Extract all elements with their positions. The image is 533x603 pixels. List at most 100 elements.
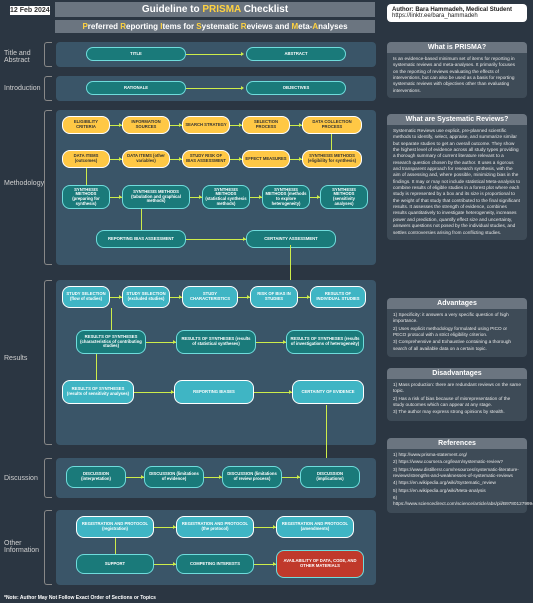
node-competing: COMPETING INTERESTS	[176, 554, 254, 574]
r-c2	[254, 392, 292, 393]
r-c1	[134, 392, 174, 393]
node-syn-prep: SYNTHESIS METHODS (preparing for synthes…	[62, 185, 110, 209]
node-data-items-oth: DATA ITEMS (other variables)	[122, 150, 170, 168]
node-title: TITLE	[86, 47, 186, 61]
header-title-pre: Guideline to	[142, 4, 203, 15]
r-b1h	[173, 340, 176, 344]
m-v2	[86, 168, 87, 185]
node-reg-proto: REGISTRATION AND PROTOCOL (the protocol)	[176, 516, 254, 538]
node-data-coll: DATA COLLECTION PROCESS	[302, 116, 362, 134]
node-avail: AVAILABILITY OF DATA, CODE, AND OTHER MA…	[276, 550, 364, 578]
ref-3: 3) https://www.distillersr.com/resources…	[393, 467, 521, 480]
side-adv-title: Advantages	[387, 298, 527, 309]
brace-intro	[44, 76, 52, 101]
author-link: https://linktr.ee/bara_hammadeh	[392, 13, 522, 19]
m-b4h	[299, 157, 302, 161]
sub-9: eviews and	[247, 22, 292, 31]
node-syn-sens: SYNTHESIS METHODS (sensitivity analyses)	[320, 185, 368, 209]
node-disc-lim-ev: DISCUSSION (limitations of evidence)	[144, 466, 204, 488]
brace-results	[44, 280, 52, 445]
m-v1	[331, 134, 332, 150]
panel-other: REGISTRATION AND PROTOCOL (registration)…	[56, 510, 376, 585]
header-title-post: Checklist	[241, 4, 288, 15]
node-abstract: ABSTRACT	[246, 47, 346, 61]
m-v3	[141, 209, 142, 230]
dis-3: 3) The author may express strong opinion…	[393, 409, 521, 415]
r-c2h	[289, 390, 292, 394]
m-b1h	[119, 157, 122, 161]
ref-6: 6) https://www.sciencedirect.com/science…	[393, 495, 521, 508]
arrow-1-head	[241, 52, 244, 56]
m-c1h	[119, 195, 122, 199]
header-title-bar: Guideline to PRISMA Checklist	[55, 2, 375, 17]
node-syn-het: SYNTHESIS METHODS (methods to explore he…	[262, 185, 310, 209]
o-b2h	[273, 562, 276, 566]
header-subtitle: Preferred Reporting Items for Systematic…	[55, 20, 375, 33]
adv-2: 2) Uses explicit methodology formulated …	[393, 326, 521, 339]
side-prisma-body: Is an evidence-based minimum set of item…	[393, 56, 521, 94]
side-adv-body: 1) Specificity: it answers a very specif…	[393, 312, 521, 352]
panel-method: ELIGIBILITY CRITERIA INFORMATION SOURCES…	[56, 110, 376, 265]
side-dis: Disadvantages 1) Mass production: there …	[387, 368, 527, 421]
o-b1h	[173, 562, 176, 566]
m-c4h	[317, 195, 320, 199]
header-title: Guideline to PRISMA Checklist	[142, 4, 288, 15]
dis-1: 1) Mass production: there are redundant …	[393, 382, 521, 395]
o-a2h	[273, 525, 276, 529]
node-res-syn-sens: RESULTS OF SYNTHESES (results of sensiti…	[62, 380, 134, 404]
adv-3: 3) Comprehensive and Exhaustive containi…	[393, 339, 521, 352]
m-c3h	[259, 195, 262, 199]
conn-results-disc	[326, 405, 327, 458]
node-disc-interp: DISCUSSION (interpretation)	[66, 466, 126, 488]
node-study-char: STUDY CHARACTERISTICS	[182, 286, 238, 308]
node-info-src: INFORMATION SOURCES	[122, 116, 170, 134]
r-a4h	[307, 295, 310, 299]
side-sysrev-title: What are Systematic Reviews?	[387, 114, 527, 125]
node-syn-stat: SYNTHESIS METHODS (statistical synthesis…	[202, 185, 250, 209]
r-a2h	[179, 295, 182, 299]
d-a2h	[219, 475, 222, 479]
node-sel-proc: SELECTION PROCESS	[242, 116, 290, 134]
side-ref: References 1) http://www.prisma-statemen…	[387, 438, 527, 513]
node-support: SUPPORT	[76, 554, 154, 574]
node-res-syn-stat: RESULTS OF SYNTHESES (results of statist…	[176, 330, 256, 354]
adv-1: 1) Specificity: it answers a very specif…	[393, 312, 521, 325]
node-rationale: RATIONALE	[86, 81, 186, 95]
arrow-1	[186, 54, 241, 55]
node-syn-elig: SYNTHESIS METHODS (eligibility for synth…	[302, 150, 362, 168]
side-ref-title: References	[387, 438, 527, 449]
m-b3h	[239, 157, 242, 161]
node-elig: ELIGIBILITY CRITERIA	[62, 116, 110, 134]
node-rob-studies: RISK OF BIAS IN STUDIES	[250, 286, 298, 308]
side-sysrev: What are Systematic Reviews? Systematic …	[387, 114, 527, 240]
m-a4h	[299, 123, 302, 127]
footnote: *Note: Author May Not Follow Exact Order…	[4, 595, 156, 601]
brace-method	[44, 110, 52, 265]
date: 12 Feb 2024	[10, 6, 50, 15]
panel-results: STUDY SELECTION (flow of studies) STUDY …	[56, 280, 376, 445]
d-a1h	[141, 475, 144, 479]
node-disc-impl: DISCUSSION (implications)	[300, 466, 360, 488]
sub-7: ystematic	[202, 22, 241, 31]
o-a1h	[173, 525, 176, 529]
sub-1: referred	[88, 22, 120, 31]
author-box: Author: Bara Hammadeh, Medical Student h…	[387, 4, 527, 22]
r-b1	[146, 342, 176, 343]
node-res-syn-char: RESULTS OF SYNTHESES (characteristics of…	[76, 330, 146, 354]
panel-discussion: DISCUSSION (interpretation) DISCUSSION (…	[56, 458, 376, 498]
arrow-2-head	[241, 86, 244, 90]
node-data-items-out: DATA ITEMS (outcomes)	[62, 150, 110, 168]
node-objectives: OBJECTIVES	[246, 81, 346, 95]
ref-2: 2) https://www.coursera.org/learn/system…	[393, 459, 521, 465]
panel-title-abstract: TITLE ABSTRACT	[56, 42, 376, 67]
r-a3h	[247, 295, 250, 299]
m-a3h	[239, 123, 242, 127]
node-effect: EFFECT MEASURES	[242, 150, 290, 168]
node-disc-lim-rev: DISCUSSION (limitations of review proces…	[222, 466, 282, 488]
node-res-syn-het: RESULTS OF SYNTHESES (results of investi…	[286, 330, 364, 354]
o-v1	[115, 538, 116, 554]
node-cert-ev: CERTAINTY OF EVIDENCE	[292, 380, 364, 404]
node-res-ind: RESULTS OF INDIVIDUAL STUDIES	[310, 286, 366, 308]
m-d1	[186, 239, 246, 240]
r-c1h	[171, 390, 174, 394]
